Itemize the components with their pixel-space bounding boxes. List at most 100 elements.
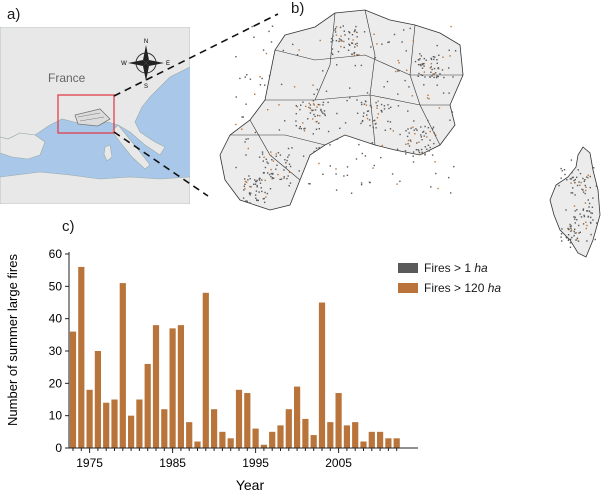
bar-2001 [302, 418, 309, 448]
fire-point [586, 224, 588, 227]
fire-point [408, 132, 410, 134]
fire-point [567, 239, 570, 241]
fire-point [283, 169, 285, 171]
fire-point [335, 189, 338, 191]
fire-point [585, 186, 587, 188]
fire-point [405, 50, 407, 52]
fire-point [335, 26, 338, 28]
fire-point [427, 94, 429, 96]
fire-point [261, 153, 264, 155]
fire-point [309, 107, 311, 109]
fire-point [332, 35, 334, 37]
bar-1999 [285, 409, 292, 448]
fire-point [376, 105, 378, 107]
fire-point [288, 185, 290, 187]
fire-point [567, 234, 570, 236]
fire-point [405, 153, 407, 155]
fire-point [288, 154, 290, 156]
bar-1984 [161, 409, 168, 448]
fire-point [259, 76, 261, 78]
fire-point [288, 163, 291, 165]
fire-point [574, 182, 576, 184]
fire-point [270, 154, 272, 157]
fire-point [368, 119, 371, 121]
fire-point [414, 133, 416, 135]
fire-point [296, 106, 299, 108]
fire-point [448, 176, 450, 179]
fire-point [420, 134, 422, 136]
fire-point [360, 184, 363, 186]
fire-point [347, 49, 350, 51]
fire-point [264, 191, 266, 194]
fire-point [397, 105, 400, 107]
fire-point [272, 160, 275, 162]
fire-point [435, 76, 438, 79]
fire-point [372, 126, 374, 129]
fire-point [409, 139, 412, 141]
fire-point [235, 166, 237, 169]
fire-point [430, 71, 432, 73]
fire-point [261, 190, 263, 193]
fire-point [422, 131, 424, 133]
fire-point [322, 112, 324, 114]
fire-point [380, 110, 383, 112]
fire-point [374, 119, 376, 122]
fire-point [287, 156, 289, 158]
fire-point [570, 192, 572, 194]
fire-point [384, 129, 386, 131]
fire-point [370, 46, 372, 48]
fire-point [433, 132, 435, 134]
fire-point [427, 144, 430, 146]
fire-point [424, 154, 426, 156]
bar-1995 [252, 428, 259, 448]
fire-point [330, 41, 332, 43]
fire-point [343, 40, 345, 43]
fire-point [410, 127, 412, 129]
fire-point [391, 173, 394, 175]
legend: Fires > 1 ha Fires > 120 ha [398, 258, 501, 298]
bar-1993 [235, 389, 243, 448]
y-tick-label-30: 30 [49, 344, 63, 358]
fire-point [369, 104, 371, 107]
fire-point [429, 76, 431, 78]
fire-point [582, 189, 584, 191]
fire-point [574, 222, 576, 224]
fire-point [433, 76, 435, 79]
legend-unit-large: ha [487, 281, 502, 295]
fire-point [420, 55, 423, 57]
fire-point [243, 189, 245, 191]
fire-point [282, 49, 285, 52]
fire-point [415, 128, 417, 130]
fire-point [417, 149, 419, 151]
fire-point [424, 146, 426, 148]
fire-point [334, 27, 337, 30]
fire-point [429, 139, 431, 141]
fire-point [302, 101, 304, 103]
fire-point [569, 238, 572, 241]
fire-point [249, 178, 251, 180]
fire-point [303, 130, 306, 132]
fire-point [288, 171, 291, 173]
fire-point [354, 29, 356, 31]
fire-point [343, 46, 345, 49]
fire-point [574, 194, 576, 196]
fire-point [368, 181, 371, 183]
fire-point [581, 188, 583, 191]
fire-point [418, 141, 420, 143]
fire-point [425, 59, 427, 61]
fire-point [442, 56, 444, 58]
bar-2012 [393, 438, 400, 448]
fire-point [423, 62, 425, 65]
fire-point [279, 178, 281, 181]
legend-swatch-orange [398, 283, 418, 293]
fire-point [283, 176, 285, 178]
fire-point [335, 168, 337, 170]
legend-item-large-fires: Fires > 120 ha [398, 278, 501, 298]
fire-point [421, 152, 423, 155]
fire-point [258, 178, 260, 180]
fire-point [408, 86, 410, 88]
fire-point [361, 120, 364, 123]
fire-point [264, 201, 266, 204]
fire-point [423, 71, 426, 73]
legend-item-small-fires: Fires > 1 ha [398, 258, 501, 278]
